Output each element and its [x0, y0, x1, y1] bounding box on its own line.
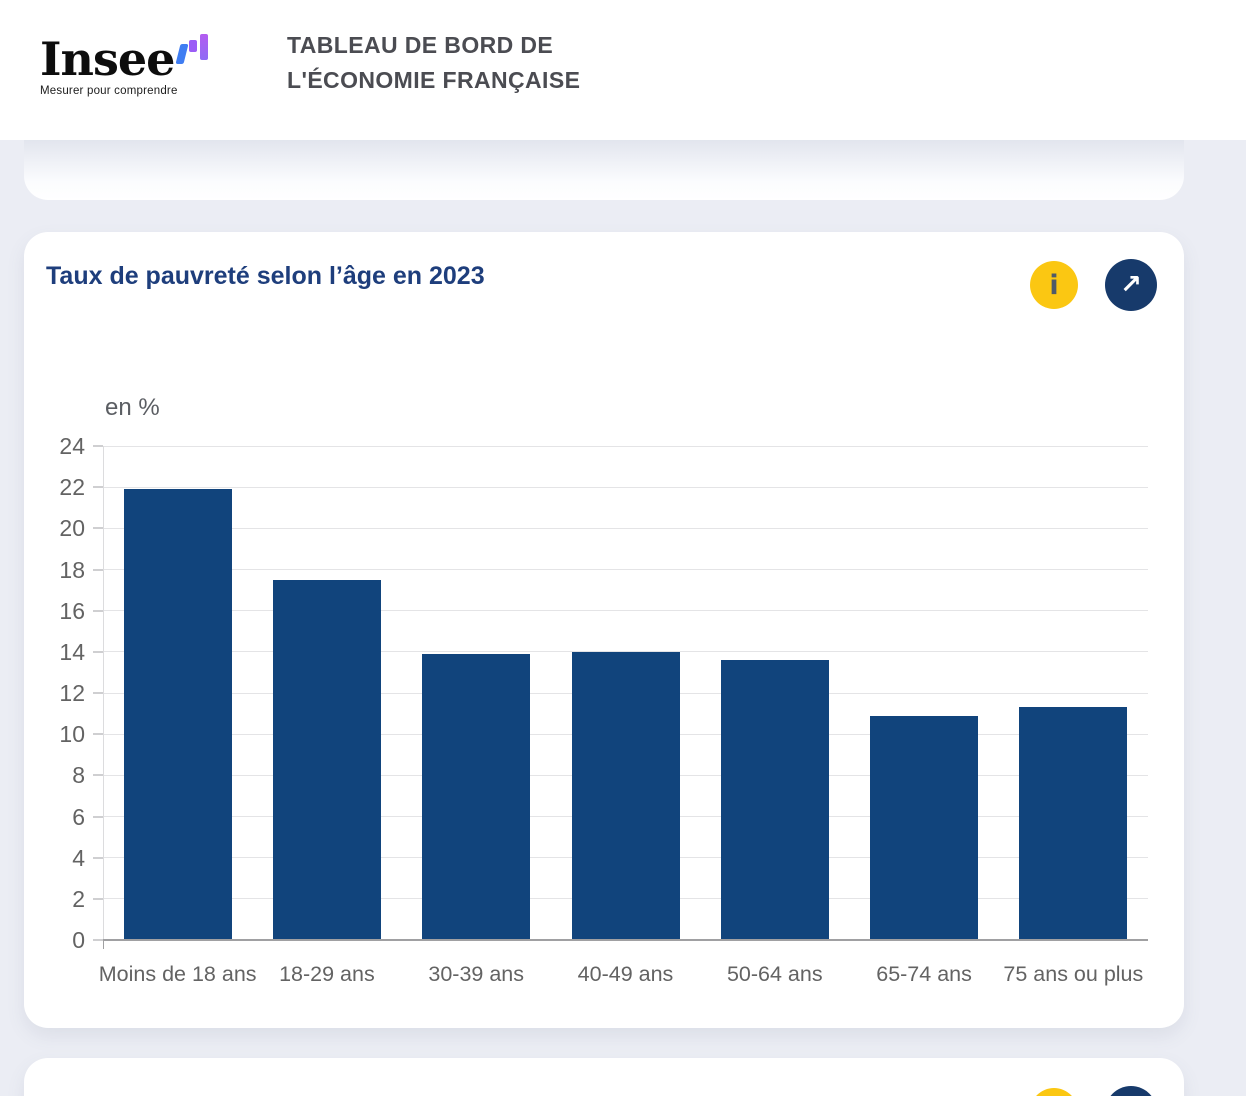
external-link-icon: ↗ — [1120, 270, 1142, 300]
gridline — [103, 445, 1148, 447]
external-link-button[interactable]: ↗ — [1105, 259, 1157, 311]
gridline — [103, 527, 1148, 529]
y-axis-tick — [93, 445, 103, 447]
y-axis-tick-label: 16 — [59, 597, 85, 624]
y-axis-tick — [93, 650, 103, 653]
plot-area: 0 2 4 6 8 10 12 14 16 18 20 22 24 Moins de 18 ans 18-2… — [59, 433, 1148, 986]
gridline — [103, 610, 1148, 612]
chart-bar[interactable] — [422, 653, 531, 940]
next-card-partial — [24, 1058, 1184, 1096]
y-axis-tick — [93, 486, 103, 489]
poverty-rate-card: Taux de pauvreté selon l’âge en 2023 i ↗… — [24, 232, 1184, 1028]
y-axis-tick-label: 8 — [72, 762, 85, 789]
dashboard-title-line2: L'ÉCONOMIE FRANÇAISE — [287, 67, 581, 93]
gridline — [103, 569, 1148, 570]
x-axis-category-label: 65-74 ans — [876, 962, 972, 986]
y-axis-tick — [93, 527, 103, 530]
external-link-button[interactable] — [1105, 1086, 1157, 1096]
y-axis-tick-label: 4 — [72, 844, 85, 871]
x-axis-edge-tick — [103, 940, 104, 949]
x-axis-category-label: 30-39 ans — [428, 962, 525, 986]
insee-logo[interactable]: Insee Mesurer pour comprendre — [40, 32, 209, 97]
y-axis-tick-label: 12 — [59, 680, 85, 706]
insee-logo-text: Insee — [40, 32, 175, 86]
chart-bar[interactable] — [720, 660, 829, 940]
y-axis-unit-label: en % — [105, 394, 160, 421]
y-axis-tick — [93, 568, 103, 571]
y-axis-tick — [93, 939, 103, 941]
insee-logo-tagline: Mesurer pour comprendre — [40, 85, 178, 97]
dashboard-title: TABLEAU DE BORD DE L'ÉCONOMIE FRANÇAISE — [287, 28, 580, 98]
chart-bar[interactable] — [272, 579, 381, 940]
x-axis-category-label: 75 ans ou plus — [1003, 962, 1144, 986]
x-axis-category-label: 50-64 ans — [726, 962, 823, 986]
x-axis-category-label: 40-49 ans — [577, 962, 674, 986]
info-icon: i — [1049, 269, 1059, 301]
y-axis-tick — [93, 897, 103, 900]
card-title: Taux de pauvreté selon l’âge en 2023 — [46, 262, 485, 290]
chart-bar[interactable] — [870, 715, 979, 940]
y-axis-tick-label: 24 — [59, 433, 85, 459]
y-axis-tick-label: 18 — [59, 556, 85, 583]
page-header: Insee Mesurer pour comprendre TABLEAU DE… — [0, 0, 1246, 140]
gridline — [103, 651, 1148, 653]
gridline — [103, 486, 1148, 488]
x-axis-category-label: 18-29 ans — [279, 962, 375, 986]
info-button[interactable]: i — [1030, 261, 1078, 309]
y-axis-tick-label: 14 — [59, 638, 85, 665]
y-axis-tick — [93, 774, 103, 777]
bar-chart-icon — [175, 34, 209, 64]
y-axis-tick-label: 10 — [59, 721, 85, 748]
chart-bar[interactable] — [123, 489, 232, 940]
y-axis-tick — [93, 692, 103, 694]
y-axis-tick-label: 6 — [72, 803, 85, 830]
y-axis-tick — [93, 609, 103, 612]
previous-card-partial — [24, 140, 1184, 200]
y-axis-tick — [93, 733, 103, 736]
info-button[interactable] — [1030, 1088, 1078, 1096]
y-axis-tick-label: 0 — [72, 927, 85, 953]
x-axis-line — [103, 939, 1148, 941]
y-axis-line — [103, 446, 104, 940]
chart-bar[interactable] — [571, 651, 680, 940]
y-axis-tick-label: 20 — [59, 515, 85, 542]
y-axis-tick — [93, 856, 103, 859]
x-axis-category-label: Moins de 18 ans — [98, 962, 257, 986]
chart-bar[interactable] — [1019, 707, 1128, 940]
dashboard-title-line1: TABLEAU DE BORD DE — [287, 32, 554, 58]
y-axis-tick-label: 22 — [59, 474, 85, 501]
y-axis-tick-label: 2 — [72, 885, 85, 912]
y-axis-tick — [93, 815, 103, 818]
